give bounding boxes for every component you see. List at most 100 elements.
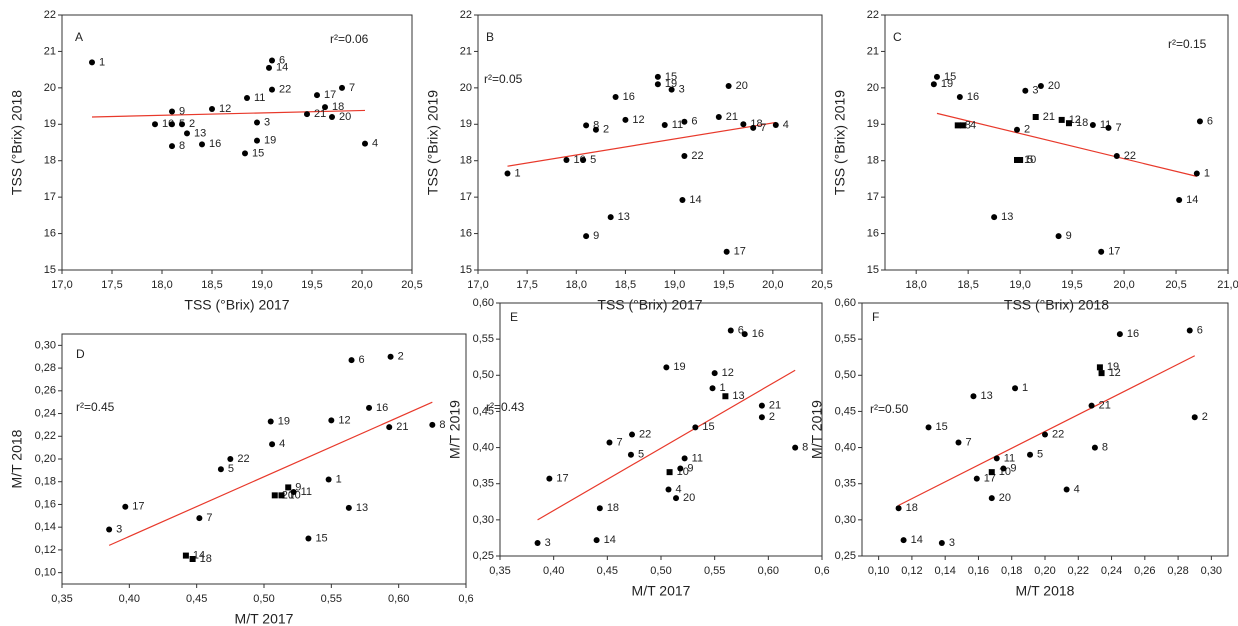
point-label: 11 [1004, 452, 1015, 464]
x-tick-label: 0,20 [1034, 565, 1055, 577]
point [209, 105, 215, 112]
point [227, 456, 234, 462]
point-label: 13 [194, 127, 206, 139]
point [725, 83, 732, 90]
point [622, 116, 629, 123]
point [345, 504, 352, 511]
point [930, 81, 937, 88]
point-label: 20 [1048, 80, 1060, 92]
point-label: 6 [1207, 115, 1213, 127]
point-label: 6 [738, 324, 744, 336]
point [772, 122, 779, 129]
point-label: 13 [980, 390, 992, 402]
x-tick-label: 20,5 [401, 279, 422, 291]
x-tick-label: 20,0 [351, 279, 372, 291]
point-label: 11 [1100, 119, 1111, 131]
y-tick-label: 16 [460, 227, 472, 239]
point-label: 19 [278, 415, 290, 427]
x-axis-title: TSS (°Brix) 2017 [597, 297, 702, 313]
y-tick-label: 22 [867, 9, 879, 21]
panel-letter: F [872, 310, 879, 324]
y-tick-label: 0,55 [473, 333, 494, 345]
point-label: 18 [750, 118, 762, 130]
point-label: 22 [1052, 428, 1064, 440]
point [895, 505, 902, 512]
point [723, 248, 730, 255]
panel-letter: E [510, 310, 518, 324]
x-tick-label: 21,0 [1217, 279, 1238, 291]
x-tick-label: 17,0 [467, 279, 488, 291]
x-tick-label: 0,45 [186, 593, 207, 605]
x-tick-label: 20,0 [1113, 279, 1134, 291]
point [169, 121, 175, 128]
point-label: 21 [1099, 400, 1111, 412]
point [654, 81, 661, 88]
y-tick-label: 0,30 [473, 514, 494, 526]
x-tick-label: 0,55 [321, 593, 342, 605]
point-label: 1 [1204, 167, 1210, 179]
point [169, 143, 175, 150]
point [758, 414, 765, 421]
y-tick-label: 0,40 [835, 441, 856, 453]
x-tick-label: 0,6 [458, 593, 473, 605]
point-label: 4 [676, 483, 682, 495]
y-tick-label: 19 [460, 118, 472, 130]
point-label: 6 [1197, 324, 1203, 336]
panel-letter: C [893, 30, 902, 44]
point [254, 119, 260, 126]
point [679, 197, 686, 204]
point [1055, 233, 1062, 240]
y-tick-label: 0,24 [35, 407, 56, 419]
x-tick-label: 17,5 [101, 279, 122, 291]
point [184, 130, 190, 137]
x-axis-title: M/T 2017 [235, 611, 294, 626]
point-label: 18 [332, 101, 344, 113]
point [1193, 170, 1200, 177]
point [1088, 402, 1095, 409]
point [1113, 152, 1120, 159]
y-tick-label: 20 [44, 82, 56, 94]
point-label: 14 [1186, 194, 1198, 206]
point-label: 2 [603, 124, 609, 136]
point-label: 1 [720, 382, 726, 394]
point-label: 15 [944, 71, 956, 83]
fit-line [108, 401, 433, 546]
point-label: 3 [679, 84, 685, 96]
point [1065, 120, 1072, 127]
point-label: 18 [607, 502, 619, 514]
point-label: 7 [965, 436, 971, 448]
point-label: 22 [691, 150, 703, 162]
point [328, 417, 335, 424]
point-label: 9 [295, 481, 301, 493]
x-tick-label: 0,28 [1167, 565, 1188, 577]
x-tick-label: 0,35 [489, 565, 510, 577]
y-tick-label: 15 [460, 264, 472, 276]
x-tick-label: 0,12 [901, 565, 922, 577]
point [285, 484, 292, 491]
point-label: 21 [1043, 111, 1055, 123]
y-tick-label: 18 [867, 155, 879, 167]
point-label: 20 [339, 111, 351, 123]
y-tick-label: 0,30 [35, 339, 56, 351]
point-label: 2 [189, 118, 195, 130]
point [692, 424, 699, 431]
y-axis-title: M/T 2019 [809, 400, 825, 459]
x-tick-label: 0,30 [1201, 565, 1222, 577]
point-label: 6 [279, 54, 285, 66]
x-tick-label: 0,60 [388, 593, 409, 605]
point-label: 21 [314, 108, 326, 120]
x-tick-label: 18,5 [615, 279, 636, 291]
point [1032, 114, 1039, 120]
point-label: 13 [356, 502, 368, 514]
point-label: 18 [200, 553, 212, 565]
plot-frame [861, 302, 1229, 557]
x-tick-label: 0,55 [704, 565, 725, 577]
y-tick-label: 0,16 [35, 498, 56, 510]
x-tick-label: 0,22 [1068, 565, 1089, 577]
point-label: 2 [1202, 411, 1208, 423]
point [677, 465, 684, 472]
point [189, 556, 196, 562]
point [339, 84, 345, 91]
